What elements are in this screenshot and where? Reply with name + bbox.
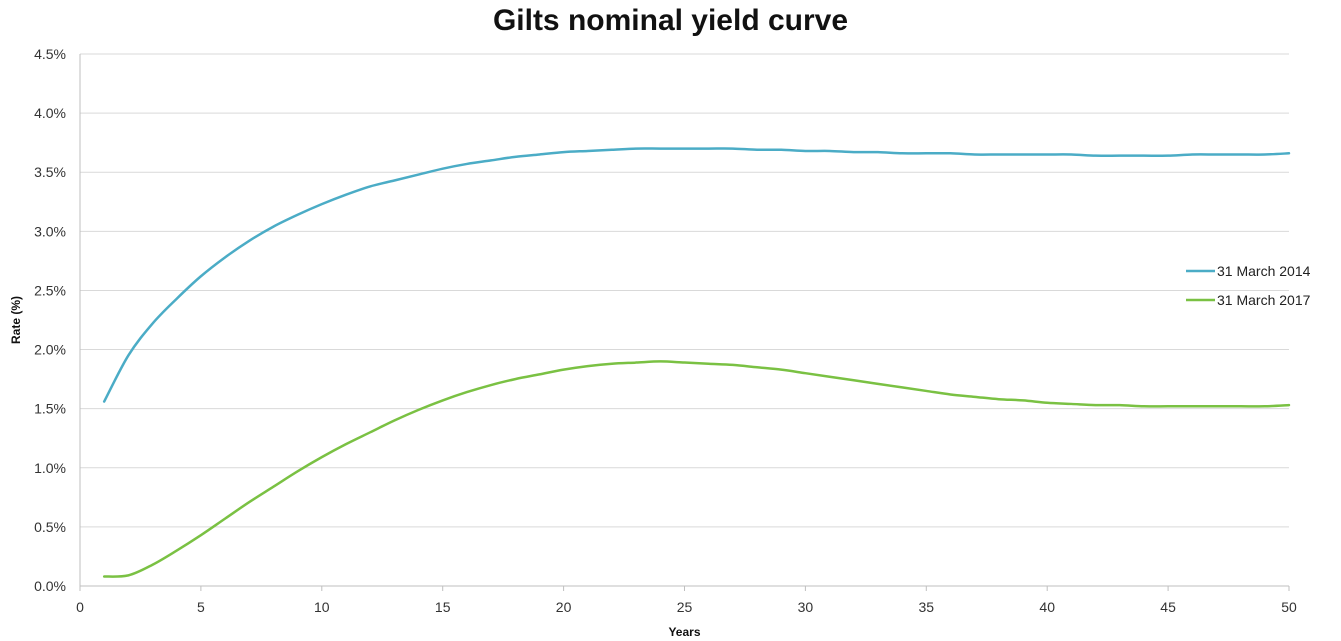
y-tick-label: 1.0% — [34, 460, 66, 476]
series-lines — [102, 147, 1291, 578]
x-tick-label: 35 — [919, 599, 935, 615]
gridlines — [80, 53, 1289, 528]
x-tick-labels: 0 5 10 15 20 25 30 35 40 45 50 — [76, 586, 1297, 615]
x-tick-label: 0 — [76, 599, 84, 615]
series-line-2 — [102, 360, 1291, 578]
legend-item: 31 March 2014 — [1186, 263, 1311, 279]
x-tick-label: 20 — [556, 599, 572, 615]
y-tick-label: 4.0% — [34, 105, 66, 121]
y-tick-label: 3.0% — [34, 223, 66, 239]
y-axis-title: Rate (%) — [9, 296, 23, 344]
y-tick-label: 0.5% — [34, 519, 66, 535]
x-tick-label: 45 — [1160, 599, 1176, 615]
x-axis-title: Years — [668, 625, 700, 639]
x-tick-label: 40 — [1039, 599, 1055, 615]
y-tick-label: 2.5% — [34, 282, 66, 298]
legend-label: 31 March 2014 — [1217, 263, 1311, 279]
x-tick-label: 25 — [677, 599, 693, 615]
x-tick-label: 10 — [314, 599, 330, 615]
x-tick-label: 30 — [798, 599, 814, 615]
y-tick-label: 0.0% — [34, 578, 66, 594]
y-tick-label: 1.5% — [34, 401, 66, 417]
x-tick-label: 50 — [1281, 599, 1297, 615]
legend: 31 March 2014 31 March 2017 — [1186, 263, 1311, 308]
x-tick-label: 5 — [197, 599, 205, 615]
chart-title: Gilts nominal yield curve — [492, 4, 849, 37]
y-tick-label: 3.5% — [34, 164, 66, 180]
y-tick-label: 4.5% — [34, 46, 66, 62]
series-line-1 — [102, 147, 1291, 403]
x-tick-label: 15 — [435, 599, 451, 615]
y-tick-label: 2.0% — [34, 342, 66, 358]
legend-item: 31 March 2017 — [1186, 292, 1311, 308]
legend-label: 31 March 2017 — [1217, 292, 1311, 308]
y-tick-labels: 0.0% 0.5% 1.0% 1.5% 2.0% 2.5% 3.0% 3.5% 4.0% 4.5% — [34, 46, 66, 594]
